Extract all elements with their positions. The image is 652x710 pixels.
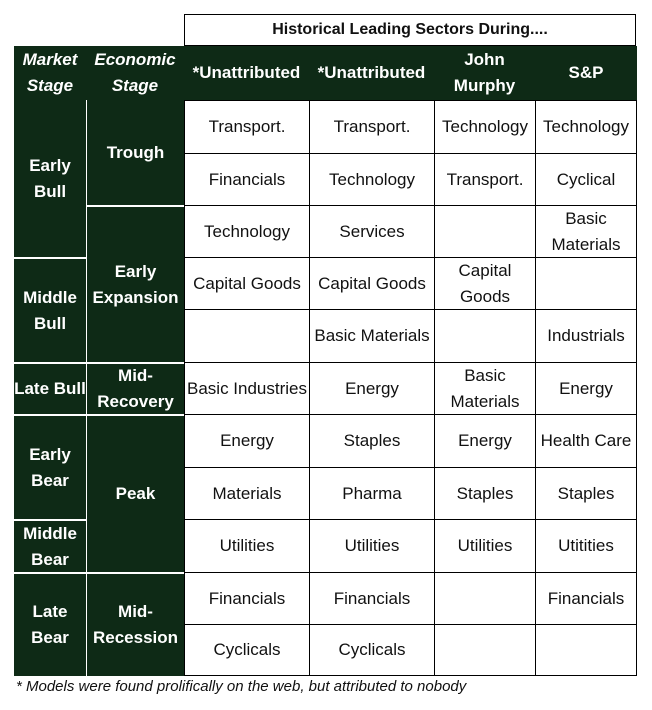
table-cell: Pharma (309, 467, 434, 519)
table-cell: Financials (535, 572, 637, 624)
table-cell: Energy (309, 362, 434, 414)
table-title: Historical Leading Sectors During.... (184, 14, 636, 46)
table-cell: Cyclicals (184, 624, 309, 676)
market-stage-1: Early Bull (14, 100, 86, 257)
table-cell: Transport. (434, 153, 535, 205)
table-cell: Financials (184, 572, 309, 624)
table-cell (535, 624, 637, 676)
market-stage-3: Late Bull (14, 362, 86, 414)
market-stage-4: Early Bear (14, 414, 86, 519)
table-cell: Capital Goods (309, 257, 434, 309)
table-cell (434, 309, 535, 362)
header-market-stage: Market Stage (14, 46, 86, 100)
table-cell: Basic Materials (309, 309, 434, 362)
table-cell: Services (309, 205, 434, 257)
table-cell: Financials (309, 572, 434, 624)
economic-stage-2: Early Expansion (86, 205, 184, 362)
table-cell: Energy (184, 414, 309, 467)
table-cell: Energy (535, 362, 637, 414)
table-cell: Technology (184, 205, 309, 257)
economic-stage-1: Trough (86, 100, 184, 205)
table-cell: Basic Materials (535, 205, 637, 257)
economic-stage-4: Peak (86, 414, 184, 572)
table-cell: Staples (535, 467, 637, 519)
table-cell: Capital Goods (184, 257, 309, 309)
table-cell: Utitities (535, 519, 637, 572)
market-stage-2: Middle Bull (14, 257, 86, 362)
table-cell: Utilities (184, 519, 309, 572)
table-cell: Transport. (184, 100, 309, 153)
header-source-1: *Unattributed (184, 46, 309, 100)
header-economic-stage: Economic Stage (86, 46, 184, 100)
header-source-2: *Unattributed (309, 46, 434, 100)
table-cell: Cyclical (535, 153, 637, 205)
table-cell (434, 572, 535, 624)
economic-stage-3: Mid-Recovery (86, 362, 184, 414)
table-cell: Utilities (434, 519, 535, 572)
table-cell: Technology (309, 153, 434, 205)
table-cell: Staples (434, 467, 535, 519)
table-cell: Cyclicals (309, 624, 434, 676)
table-cell (434, 624, 535, 676)
market-stage-6: Late Bear (14, 572, 86, 676)
table-cell: Financials (184, 153, 309, 205)
table-cell: Technology (535, 100, 637, 153)
footnote: * Models were found prolifically on the … (16, 678, 467, 695)
table-cell: Health Care (535, 414, 637, 467)
table-cell (184, 309, 309, 362)
table-cell: Energy (434, 414, 535, 467)
table-cell: Staples (309, 414, 434, 467)
table-cell: Transport. (309, 100, 434, 153)
table-cell: Utilities (309, 519, 434, 572)
table-cell: Basic Industries (184, 362, 309, 414)
table-cell (535, 257, 637, 309)
table-cell: Capital Goods (434, 257, 535, 309)
table-cell: Materials (184, 467, 309, 519)
market-stage-5: Middle Bear (14, 519, 86, 572)
header-source-3: John Murphy (434, 46, 535, 100)
header-source-4: S&P (535, 46, 637, 100)
table-cell (434, 205, 535, 257)
table-cell: Basic Materials (434, 362, 535, 414)
table-cell: Industrials (535, 309, 637, 362)
economic-stage-5: Mid-Recession (86, 572, 184, 676)
table-cell: Technology (434, 100, 535, 153)
